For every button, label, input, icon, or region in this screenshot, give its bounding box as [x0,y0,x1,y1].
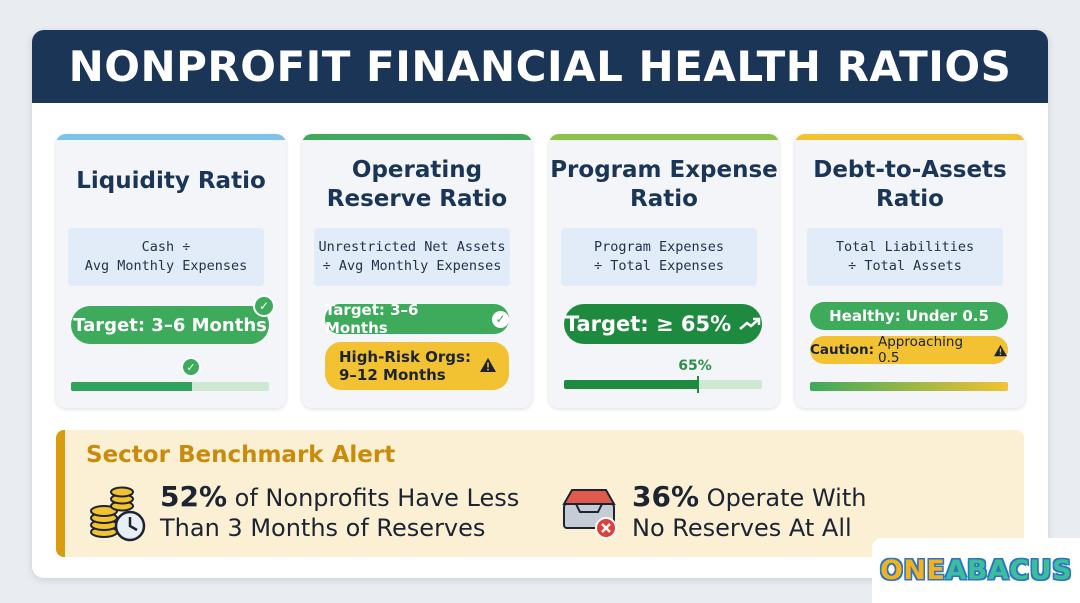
card-operating-reserve-ratio: Operating Reserve Ratio Unrestricted Net… [302,134,532,408]
formula-box: Total Liabilities ÷ Total Assets [807,228,1003,286]
check-circle-icon: ✓ [181,357,201,377]
stat-reserves-under-3-months: 52% of Nonprofits Have Less Than 3 Month… [160,480,520,543]
healthy-pill: Healthy: Under 0.5 [810,302,1008,330]
card-title: Debt-to-Assets Ratio [813,157,1007,212]
card-title: Operating Reserve Ratio [326,157,508,212]
empty-tray-icon [562,489,617,539]
progress-fill [564,380,697,389]
progress-track [71,382,269,391]
target-pill: Target: ≥ 65% [564,304,762,344]
target-pill: Target: 3–6 Months [71,306,269,344]
formula-box: Unrestricted Net Assets ÷ Avg Monthly Ex… [314,228,510,286]
formula-box: Program Expenses ÷ Total Expenses [561,228,757,286]
stat-no-reserves: 36% Operate With No Reserves At All [632,480,867,543]
page-title: NONPROFIT FINANCIAL HEALTH RATIOS [68,42,1012,91]
coins-clock-icon [90,486,146,542]
warning-icon [994,344,1008,356]
card-title: Program Expense Ratio [550,157,778,212]
gradient-scale [810,382,1008,391]
progress-label: 65% [678,358,712,374]
card-debt-to-assets-ratio: Debt-to-Assets Ratio Total Liabilities ÷… [795,134,1025,408]
brand-logo: ONEABACUS [872,538,1080,603]
alert-accent-bar [56,430,65,557]
check-circle-icon: ✓ [253,295,275,317]
formula-box: Cash ÷ Avg Monthly Expenses [68,228,264,286]
high-risk-pill: High-Risk Orgs: 9–12 Months [325,342,509,390]
card-liquidity-ratio: Liquidity Ratio Cash ÷ Avg Monthly Expen… [56,134,286,408]
card-accent-bar [56,134,286,140]
sector-benchmark-alert: Sector Benchmark Alert 52% of Nonprofits… [56,430,1024,557]
header-banner: NONPROFIT FINANCIAL HEALTH RATIOS [32,30,1048,103]
progress-track [564,376,762,393]
card-accent-bar [795,134,1025,140]
progress-fill [71,382,192,391]
infographic-panel: NONPROFIT FINANCIAL HEALTH RATIOS Liquid… [32,30,1048,578]
warning-icon [480,358,496,372]
card-accent-bar [302,134,532,140]
card-title: Liquidity Ratio [76,168,266,194]
caution-pill: Caution: Approaching 0.5 [810,334,1008,366]
target-pill: Target: 3–6 Months ✓ [325,301,509,337]
card-accent-bar [549,134,779,140]
card-program-expense-ratio: Program Expense Ratio Program Expenses ÷… [549,134,779,408]
check-circle-icon: ✓ [492,310,509,328]
logo-text: ONEABACUS [879,555,1073,586]
alert-title: Sector Benchmark Alert [86,442,396,468]
progress-marker [696,376,699,393]
trend-up-icon [739,317,761,330]
